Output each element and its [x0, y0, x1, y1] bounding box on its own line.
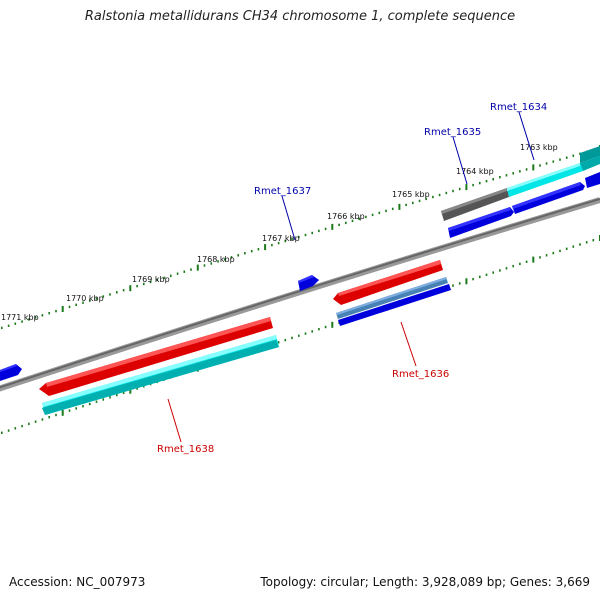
tick-labels: 1763 kbp 1764 kbp 1765 kbp 1766 kbp 1767… — [1, 143, 558, 322]
tick-label-1771: 1771 kbp — [1, 313, 39, 322]
tick-label-1766: 1766 kbp — [327, 212, 365, 221]
gene-label-rmet-1636[interactable]: Rmet_1636 — [392, 369, 449, 380]
chromosome-backbone — [0, 197, 600, 392]
outer-tick-ring — [0, 145, 600, 330]
gene-labels: Rmet_1634 Rmet_1635 Rmet_1636 Rmet_1637 … — [157, 102, 547, 455]
tick-label-1767: 1767 kbp — [262, 234, 300, 243]
gene-label-rmet-1635[interactable]: Rmet_1635 — [424, 127, 481, 138]
gene-rmet-1635-arrow[interactable] — [448, 207, 514, 238]
tick-label-1764: 1764 kbp — [456, 167, 494, 176]
inner-tick-ring — [0, 235, 600, 434]
gene-label-rmet-1634[interactable]: Rmet_1634 — [490, 102, 547, 113]
tick-label-1763: 1763 kbp — [520, 143, 558, 152]
map-title: Ralstonia metallidurans CH34 chromosome … — [84, 9, 516, 24]
feature-cyan-segment-top[interactable] — [507, 163, 583, 197]
tick-label-1769: 1769 kbp — [132, 275, 170, 284]
feature-blue-segment-mid[interactable] — [338, 284, 451, 326]
summary-label: Topology: circular; Length: 3,928,089 bp… — [260, 575, 590, 589]
gene-label-rmet-1638[interactable]: Rmet_1638 — [157, 444, 214, 455]
gene-features — [0, 146, 600, 415]
gene-rmet-1634-arrow-b[interactable] — [585, 172, 600, 188]
gene-label-rmet-1637[interactable]: Rmet_1637 — [254, 186, 311, 197]
tick-label-1770: 1770 kbp — [66, 294, 104, 303]
accession-label: Accession: NC_007973 — [9, 575, 146, 589]
tick-label-1765: 1765 kbp — [392, 190, 430, 199]
tick-label-1768: 1768 kbp — [197, 255, 235, 264]
